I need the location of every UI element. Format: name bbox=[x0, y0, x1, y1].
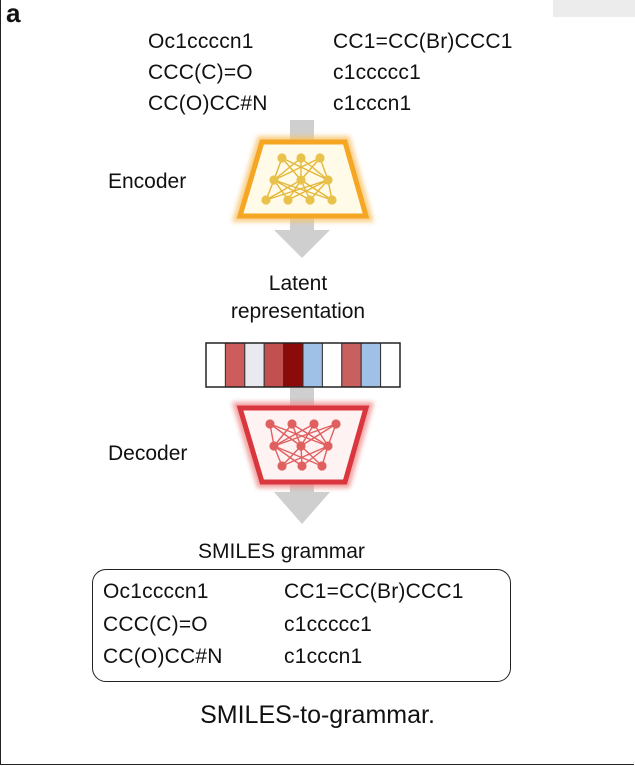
network-node bbox=[323, 175, 333, 185]
network-node bbox=[269, 175, 279, 185]
smiles-grammar-label: SMILES grammar bbox=[198, 540, 365, 563]
network-node bbox=[283, 195, 293, 205]
output-smiles-right-3: c1cccn1 bbox=[284, 645, 363, 668]
network-edge bbox=[273, 423, 293, 447]
network-edge bbox=[301, 445, 329, 467]
network-edge bbox=[300, 157, 329, 181]
network-edge bbox=[287, 179, 329, 201]
network-edge bbox=[265, 179, 329, 201]
output-smiles-right-1: CC1=CC(Br)CCC1 bbox=[284, 580, 464, 603]
network-edge bbox=[273, 423, 337, 447]
figure-caption: SMILES-to-grammar. bbox=[200, 701, 435, 729]
network-node bbox=[327, 195, 337, 205]
latent-cell bbox=[360, 342, 382, 388]
network-node bbox=[261, 195, 271, 205]
input-smiles-right-3: c1cccn1 bbox=[333, 92, 412, 115]
latent-cell bbox=[244, 342, 265, 388]
network-edge bbox=[300, 423, 337, 447]
network-node bbox=[277, 153, 287, 163]
network-edge bbox=[273, 179, 311, 201]
network-node bbox=[309, 419, 319, 429]
encoder-network bbox=[231, 136, 374, 222]
network-edge bbox=[273, 157, 321, 181]
latent-cell bbox=[321, 342, 343, 388]
output-smiles-left-2: CCC(C)=O bbox=[103, 613, 208, 636]
network-edge bbox=[273, 423, 315, 447]
latent-cell bbox=[263, 342, 285, 388]
network-node bbox=[315, 153, 325, 163]
network-node bbox=[296, 441, 306, 451]
network-node bbox=[277, 461, 287, 471]
input-smiles-left-1: Oc1ccccn1 bbox=[148, 30, 254, 53]
network-node bbox=[287, 419, 297, 429]
latent-label-line-2: representation bbox=[230, 300, 366, 323]
latent-cell bbox=[283, 342, 304, 388]
network-node bbox=[323, 441, 333, 451]
latent-cell bbox=[302, 342, 323, 388]
network-edge bbox=[273, 445, 323, 467]
network-node bbox=[297, 461, 307, 471]
latent-cell bbox=[380, 342, 401, 388]
network-edge bbox=[300, 157, 321, 181]
network-edge bbox=[269, 423, 302, 447]
latent-cell bbox=[205, 342, 226, 388]
latent-cell bbox=[224, 342, 246, 388]
decoder-network bbox=[231, 402, 374, 488]
network-node bbox=[269, 441, 279, 451]
output-smiles-box bbox=[92, 569, 511, 682]
latent-vector-border bbox=[205, 342, 401, 388]
network-node bbox=[296, 175, 306, 185]
network-edge bbox=[265, 179, 302, 201]
network-edge bbox=[300, 179, 333, 201]
input-smiles-left-3: CC(O)CC#N bbox=[148, 92, 268, 115]
input-smiles-right-2: c1ccccc1 bbox=[333, 61, 421, 84]
network-edge bbox=[273, 445, 303, 467]
network-edge bbox=[281, 157, 302, 181]
panel-letter: a bbox=[6, 0, 21, 28]
network-edge bbox=[281, 445, 329, 467]
network-edge bbox=[291, 423, 329, 447]
input-smiles-right-1: CC1=CC(Br)CCC1 bbox=[333, 30, 513, 53]
encoder-label: Encoder bbox=[108, 170, 187, 193]
network-node bbox=[317, 461, 327, 471]
network-node bbox=[331, 419, 341, 429]
top-strip bbox=[553, 0, 635, 17]
input-smiles-left-2: CCC(C)=O bbox=[148, 61, 253, 84]
network-node bbox=[265, 419, 275, 429]
output-smiles-right-2: c1ccccc1 bbox=[284, 613, 372, 636]
latent-label-line-1: Latent bbox=[268, 272, 328, 295]
latent-representation-label: Latent representation bbox=[198, 270, 398, 326]
latent-cell bbox=[341, 342, 362, 388]
network-edge bbox=[273, 157, 302, 181]
network-edge bbox=[300, 445, 323, 467]
network-node bbox=[305, 195, 315, 205]
network-edge bbox=[273, 179, 333, 201]
network-node bbox=[296, 153, 306, 163]
output-smiles-left-3: CC(O)CC#N bbox=[103, 645, 223, 668]
latent-vector bbox=[205, 342, 401, 388]
network-edge bbox=[269, 423, 329, 447]
decoder-label: Decoder bbox=[108, 442, 188, 465]
output-smiles-left-1: Oc1ccccn1 bbox=[103, 580, 209, 603]
network-edge bbox=[281, 157, 329, 181]
